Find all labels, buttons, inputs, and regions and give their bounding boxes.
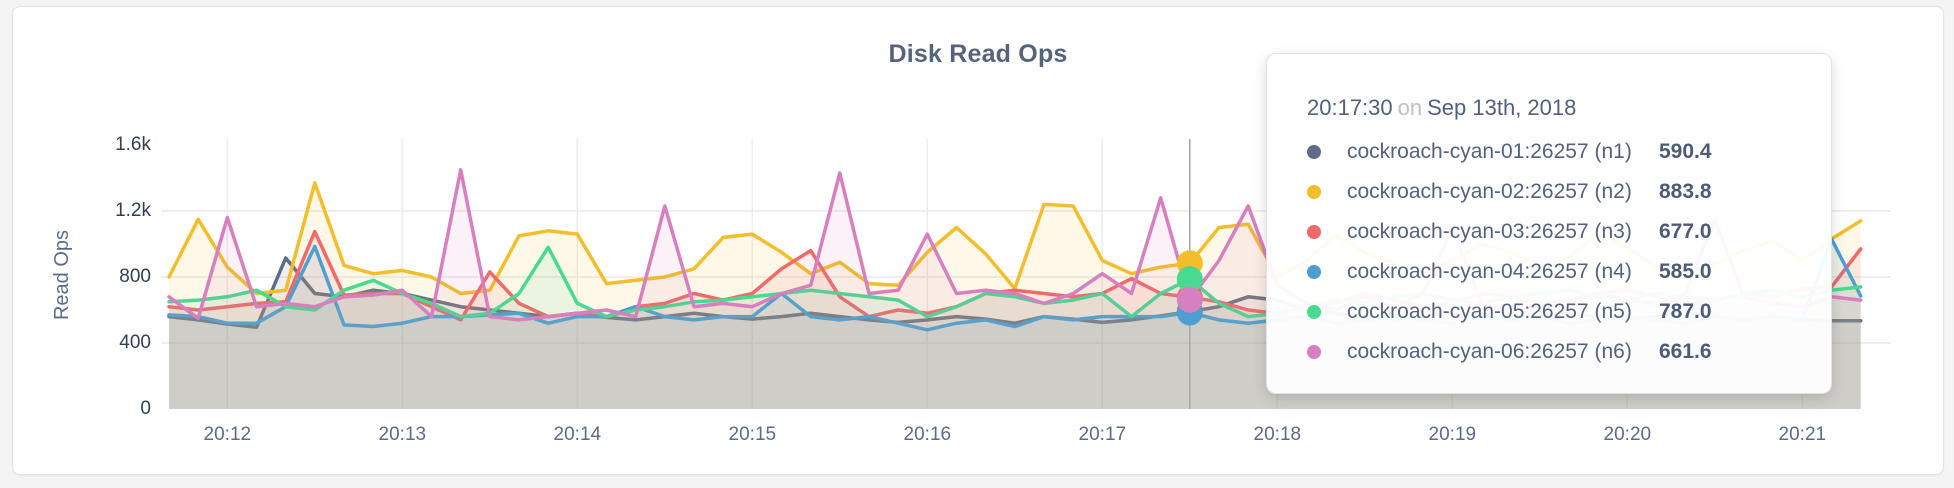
x-tick-label: 20:16 [903, 424, 952, 445]
tooltip-time: 20:17:30 [1307, 95, 1393, 120]
tooltip-header: 20:17:30 on Sep 13th, 2018 [1307, 96, 1811, 120]
series-color-dot-icon [1307, 345, 1321, 359]
hover-tooltip: 20:17:30 on Sep 13th, 2018 cockroach-cyan-… [1266, 53, 1832, 394]
x-tick-label: 20:13 [378, 424, 427, 445]
y-tick-label: 800 [119, 266, 151, 287]
tooltip-series-label: cockroach-cyan-03:26257 (n3) [1347, 220, 1632, 243]
tooltip-series-label: cockroach-cyan-01:26257 (n1) [1347, 140, 1632, 163]
tooltip-row: cockroach-cyan-02:26257 (n2) 883.8 [1307, 172, 1811, 212]
tooltip-row: cockroach-cyan-05:26257 (n5) 787.0 [1307, 292, 1811, 332]
tooltip-row: cockroach-cyan-04:26257 (n4) 585.0 [1307, 252, 1811, 292]
x-tick-label: 20:19 [1428, 424, 1477, 445]
series-color-dot-icon [1307, 305, 1321, 319]
y-tick-label: 0 [140, 398, 151, 419]
hover-dot-n6 [1176, 286, 1203, 313]
tooltip-separator: on [1397, 95, 1423, 120]
tooltip-series-value: 787.0 [1659, 300, 1712, 323]
tooltip-row: cockroach-cyan-03:26257 (n3) 677.0 [1307, 212, 1811, 252]
tooltip-row: cockroach-cyan-01:26257 (n1) 590.4 [1307, 132, 1811, 172]
y-tick-label: 1.2k [115, 200, 151, 221]
tooltip-date: Sep 13th, 2018 [1427, 95, 1577, 120]
x-tick-label: 20:15 [728, 424, 777, 445]
tooltip-series-value: 590.4 [1659, 140, 1712, 163]
y-tick-label: 400 [119, 332, 151, 353]
series-color-dot-icon [1307, 225, 1321, 239]
tooltip-series-value: 883.8 [1659, 180, 1712, 203]
x-tick-label: 20:17 [1078, 424, 1127, 445]
tooltip-series-value: 677.0 [1659, 220, 1712, 243]
y-tick-label: 1.6k [115, 134, 151, 155]
series-color-dot-icon [1307, 265, 1321, 279]
x-tick-label: 20:18 [1253, 424, 1302, 445]
hover-dot-n5 [1176, 266, 1203, 293]
tooltip-rows: cockroach-cyan-01:26257 (n1) 590.4 cockroa… [1307, 132, 1811, 372]
tooltip-series-value: 585.0 [1659, 260, 1712, 283]
tooltip-series-label: cockroach-cyan-02:26257 (n2) [1347, 180, 1632, 203]
tooltip-series-value: 661.6 [1659, 340, 1712, 363]
x-tick-label: 20:14 [553, 424, 602, 445]
x-tick-label: 20:21 [1778, 424, 1827, 445]
chart-card: Disk Read Ops Read Ops 1.6k 1.2k 800 400 0 2… [12, 6, 1944, 475]
hover-layer [1176, 139, 1203, 409]
x-tick-label: 20:12 [203, 424, 252, 445]
series-color-dot-icon [1307, 145, 1321, 159]
tooltip-series-label: cockroach-cyan-04:26257 (n4) [1347, 260, 1632, 283]
chart-title: Disk Read Ops [888, 40, 1068, 68]
tooltip-row: cockroach-cyan-06:26257 (n6) 661.6 [1307, 332, 1811, 372]
x-tick-label: 20:20 [1603, 424, 1652, 445]
tooltip-series-label: cockroach-cyan-05:26257 (n5) [1347, 300, 1632, 323]
series-color-dot-icon [1307, 185, 1321, 199]
tooltip-series-label: cockroach-cyan-06:26257 (n6) [1347, 340, 1632, 363]
